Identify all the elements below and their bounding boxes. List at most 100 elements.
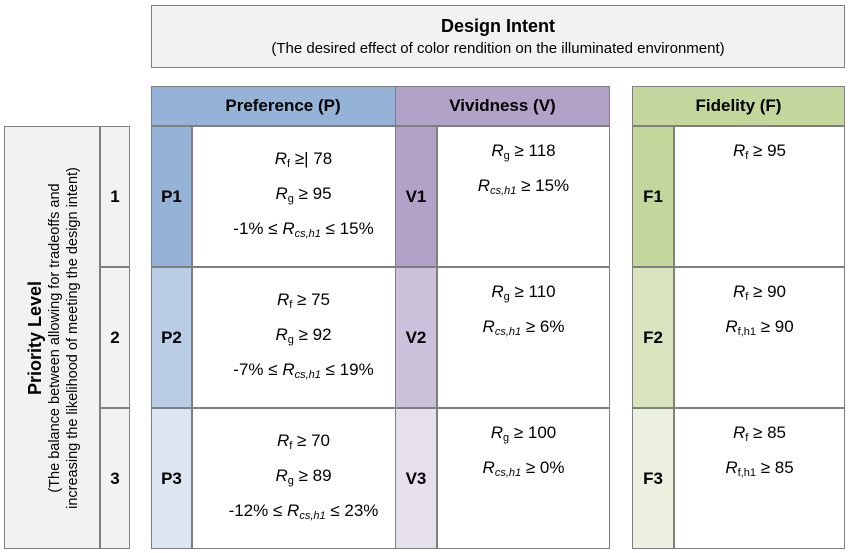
preference-header: Preference (P) [151,86,415,126]
criterion-line: -12% ≤ Rcs,h1 ≤ 23% [229,501,379,526]
criterion-line: Rcs,h1 ≥ 6% [483,317,565,342]
metric-subscript: f [745,150,749,162]
metric-subscript: g [287,475,294,487]
metric-symbol: R [287,501,300,520]
criterion-threshold: ≥ 75 [292,290,331,309]
code-p2: P2 [151,267,192,408]
metric-subscript: cs,h1 [299,510,326,522]
criteria-v2: Rg ≥ 110 Rcs,h1 ≥ 6% [437,267,610,408]
criterion-threshold: ≥ 15% [516,176,570,195]
metric-subscript: g [503,150,510,162]
priority-level-subtitle-line2: increasing the likelihood of meeting the… [65,167,81,509]
metric-subscript: cs,h1 [294,228,321,240]
criterion-line: Rg ≥ 89 [275,466,331,491]
metric-symbol: R [725,317,738,336]
criteria-v3: Rg ≥ 100 Rcs,h1 ≥ 0% [437,408,610,549]
fidelity-header: Fidelity (F) [632,86,845,126]
metric-subscript: f [287,158,291,170]
metric-subscript: f,h1 [737,326,756,338]
criterion-line: Rg ≥ 110 [491,282,555,307]
criterion-line: Rf ≥| 78 [275,149,332,174]
criterion-threshold: ≥ 90 [748,282,787,301]
priority-level-3: 3 [100,408,130,549]
criterion-line: Rf ≥ 70 [277,431,330,456]
criterion-line: Rf ≥ 75 [277,290,330,315]
design-intent-subtitle: (The desired effect of color rendition o… [271,39,725,57]
criteria-f3: Rf ≥ 85 Rf,h1 ≥ 85 [674,408,845,549]
metric-symbol: R [274,149,288,168]
criterion-threshold: ≥| 78 [290,149,333,168]
metric-subscript: g [503,291,510,303]
metric-subscript: f [289,440,293,452]
metric-symbol: R [482,458,495,477]
criterion-line: Rcs,h1 ≥ 0% [483,458,565,483]
criterion-line: Rg ≥ 95 [275,184,331,209]
criteria-p1: Rf ≥| 78 Rg ≥ 95 -1% ≤ Rcs,h1 ≤ 15% [192,126,415,267]
priority-level-header: Priority Level (The balance between allo… [4,126,100,549]
metric-symbol: R [275,325,288,344]
priority-level-1: 1 [100,126,130,267]
criterion-threshold: ≥ 110 [509,282,556,301]
metric-subscript: cs,h1 [494,467,522,479]
criterion-line: Rf ≥ 95 [733,141,786,166]
criterion-threshold: ≥ 85 [755,458,794,477]
metric-symbol: R [491,141,504,160]
metric-symbol: R [732,423,746,442]
vividness-header: Vividness (V) [395,86,610,126]
code-f2: F2 [632,267,674,408]
metric-subscript: g [287,334,294,346]
criterion-line: Rf,h1 ≥ 90 [725,317,793,342]
code-p3: P3 [151,408,192,549]
criterion-threshold: ≤ 15% [320,219,374,238]
metric-symbol: R [732,141,746,160]
design-intent-header: Design Intent (The desired effect of col… [151,5,845,68]
criterion-line: Rf ≥ 85 [733,423,786,448]
metric-symbol: R [725,458,738,477]
priority-level-2: 2 [100,267,130,408]
criterion-line: Rcs,h1 ≥ 15% [478,176,569,201]
criterion-line: Rg ≥ 92 [275,325,331,350]
metric-subscript: f [745,291,749,303]
priority-level-title: Priority Level [25,280,45,396]
criterion-line: Rg ≥ 100 [491,423,557,448]
metric-symbol: R [491,282,504,301]
criterion-line: Rf ≥ 90 [733,282,786,307]
criterion-threshold: ≥ 95 [748,141,787,160]
metric-subscript: g [503,432,510,444]
code-v2: V2 [395,267,437,408]
criteria-f2: Rf ≥ 90 Rf,h1 ≥ 90 [674,267,845,408]
metric-symbol: R [276,431,290,450]
criterion-threshold: ≤ 23% [325,501,379,520]
metric-symbol: R [282,219,295,238]
criterion-prefix: -1% ≤ [233,219,283,238]
criteria-f1: Rf ≥ 95 [674,126,845,267]
metric-symbol: R [482,317,495,336]
code-v1: V1 [395,126,437,267]
design-intent-title: Design Intent [440,15,555,36]
criterion-threshold: ≤ 19% [320,360,374,379]
criteria-p2: Rf ≥ 75 Rg ≥ 92 -7% ≤ Rcs,h1 ≤ 19% [192,267,415,408]
metric-symbol: R [732,282,746,301]
metric-subscript: g [287,193,294,205]
priority-level-subtitle-line1: (The balance between allowing for tradeo… [47,183,63,493]
metric-subscript: cs,h1 [294,369,321,381]
criterion-threshold: ≥ 95 [293,184,332,203]
criteria-v1: Rg ≥ 118 Rcs,h1 ≥ 15% [437,126,610,267]
code-f3: F3 [632,408,674,549]
criterion-threshold: ≥ 100 [509,423,557,442]
code-f1: F1 [632,126,674,267]
metric-subscript: cs,h1 [490,185,517,197]
metric-subscript: f,h1 [737,467,756,479]
code-p1: P1 [151,126,192,267]
criteria-p3: Rf ≥ 70 Rg ≥ 89 -12% ≤ Rcs,h1 ≤ 23% [192,408,415,549]
criterion-threshold: ≥ 0% [521,458,565,477]
criterion-threshold: ≥ 70 [292,431,331,450]
criterion-threshold: ≥ 92 [293,325,332,344]
criterion-threshold: ≥ 89 [293,466,332,485]
metric-subscript: f [745,432,749,444]
criterion-threshold: ≥ 90 [755,317,794,336]
criterion-line: Rf,h1 ≥ 85 [725,458,793,483]
criterion-prefix: -12% ≤ [228,501,288,520]
metric-symbol: R [275,184,288,203]
metric-symbol: R [275,466,288,485]
